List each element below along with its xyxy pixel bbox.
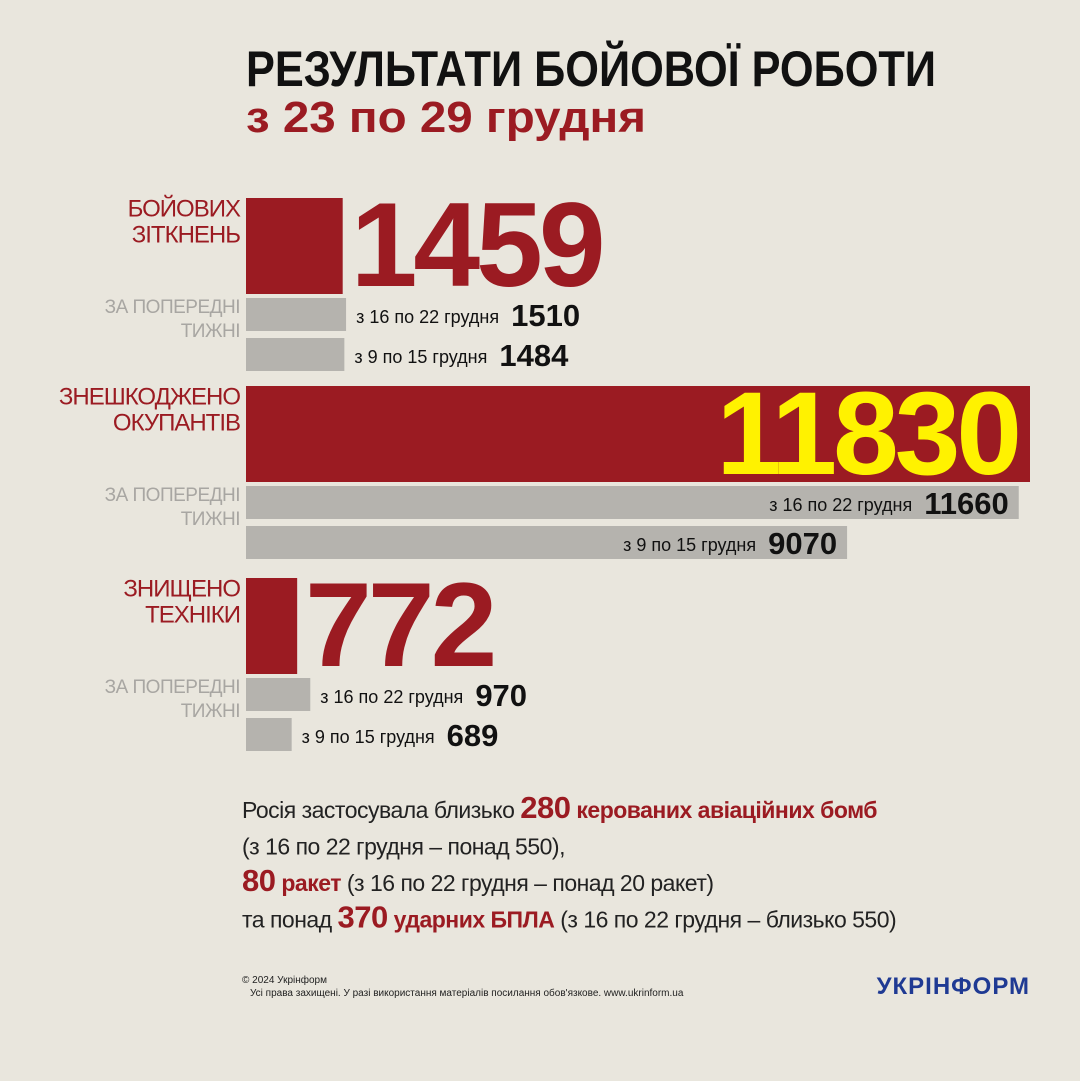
value-label: 11830 [716, 368, 1018, 500]
rights: Усі права захищені. У разі використання … [250, 987, 684, 999]
title: РЕЗУЛЬТАТИ БОЙОВОЇ РОБОТИ [246, 40, 936, 97]
previous-label: ТИЖНІ [181, 321, 240, 342]
previous-text: з 9 по 15 грудня 689 [302, 718, 499, 753]
previous-text: з 16 по 22 грудня 970 [320, 678, 527, 713]
note-run: (з 16 по 22 грудня – понад 20 ракет) [341, 870, 714, 896]
note-run: 280 [520, 790, 570, 825]
previous-value: 11660 [924, 486, 1009, 521]
previous-value: 689 [447, 718, 499, 753]
previous-label: ЗА ПОПЕРЕДНІ [105, 297, 240, 318]
bar [246, 386, 1030, 482]
previous-label: ЗА ПОПЕРЕДНІ [105, 677, 240, 698]
previous-value: 9070 [768, 526, 837, 561]
copyright: © 2024 Укрінформ [242, 974, 327, 986]
previous-period: з 9 по 15 грудня [623, 535, 756, 555]
note-run: ударних БПЛА [388, 907, 555, 933]
note-run: 80 [242, 863, 275, 898]
value-label: 1459 [351, 178, 602, 312]
bar [246, 578, 298, 674]
previous-text: з 9 по 15 грудня 9070 [623, 526, 837, 561]
category-label: ТЕХНІКИ [145, 601, 240, 628]
category-label: ОКУПАНТІВ [113, 409, 240, 436]
previous-bar [246, 526, 848, 559]
previous-period: з 9 по 15 грудня [302, 727, 435, 747]
previous-bar [246, 678, 311, 711]
note-run: Росія застосувала близько [242, 797, 520, 823]
subtitle: з 23 по 29 грудня [246, 93, 646, 142]
note-line: та понад 370 ударних БПЛА (з 16 по 22 гр… [242, 900, 896, 935]
previous-label: ЗА ПОПЕРЕДНІ [105, 485, 240, 506]
note-run: та понад [242, 907, 338, 933]
previous-value: 970 [475, 678, 527, 713]
previous-value: 1484 [499, 338, 569, 373]
value-label: 772 [305, 558, 493, 692]
note-line: 80 ракет (з 16 по 22 грудня – понад 20 р… [242, 863, 714, 898]
note-line: (з 16 по 22 грудня – понад 550), [242, 834, 565, 860]
previous-period: з 16 по 22 грудня [320, 687, 463, 707]
note-run: (з 16 по 22 грудня – понад 550), [242, 834, 565, 860]
previous-text: з 9 по 15 грудня 1484 [354, 338, 569, 373]
note-line: Росія застосувала близько 280 керованих … [242, 790, 877, 825]
note-run: керованих авіаційних бомб [571, 797, 878, 823]
bar [246, 198, 343, 294]
category-label: ЗНЕШКОДЖЕНО [59, 383, 240, 410]
previous-value: 1510 [511, 298, 580, 333]
previous-period: з 16 по 22 грудня [356, 307, 499, 327]
note-run: ракет [275, 870, 341, 896]
logo: УКРІНФОРМ [877, 973, 1030, 1000]
previous-bar [246, 298, 347, 331]
note-run: 370 [338, 900, 388, 935]
previous-label: ТИЖНІ [181, 509, 240, 530]
previous-bar [246, 718, 292, 751]
previous-bar [246, 486, 1019, 519]
category-label: БОЙОВИХ [128, 194, 241, 222]
category-label: ЗНИЩЕНО [123, 575, 240, 602]
previous-label: ТИЖНІ [181, 701, 240, 722]
category-label: ЗІТКНЕНЬ [132, 221, 240, 248]
previous-period: з 9 по 15 грудня [354, 347, 487, 367]
note-run: (з 16 по 22 грудня – близько 550) [554, 907, 896, 933]
previous-bar [246, 338, 345, 371]
previous-period: з 16 по 22 грудня [769, 495, 912, 515]
previous-text: з 16 по 22 грудня 1510 [356, 298, 580, 333]
previous-text: з 16 по 22 грудня 11660 [769, 486, 1009, 521]
